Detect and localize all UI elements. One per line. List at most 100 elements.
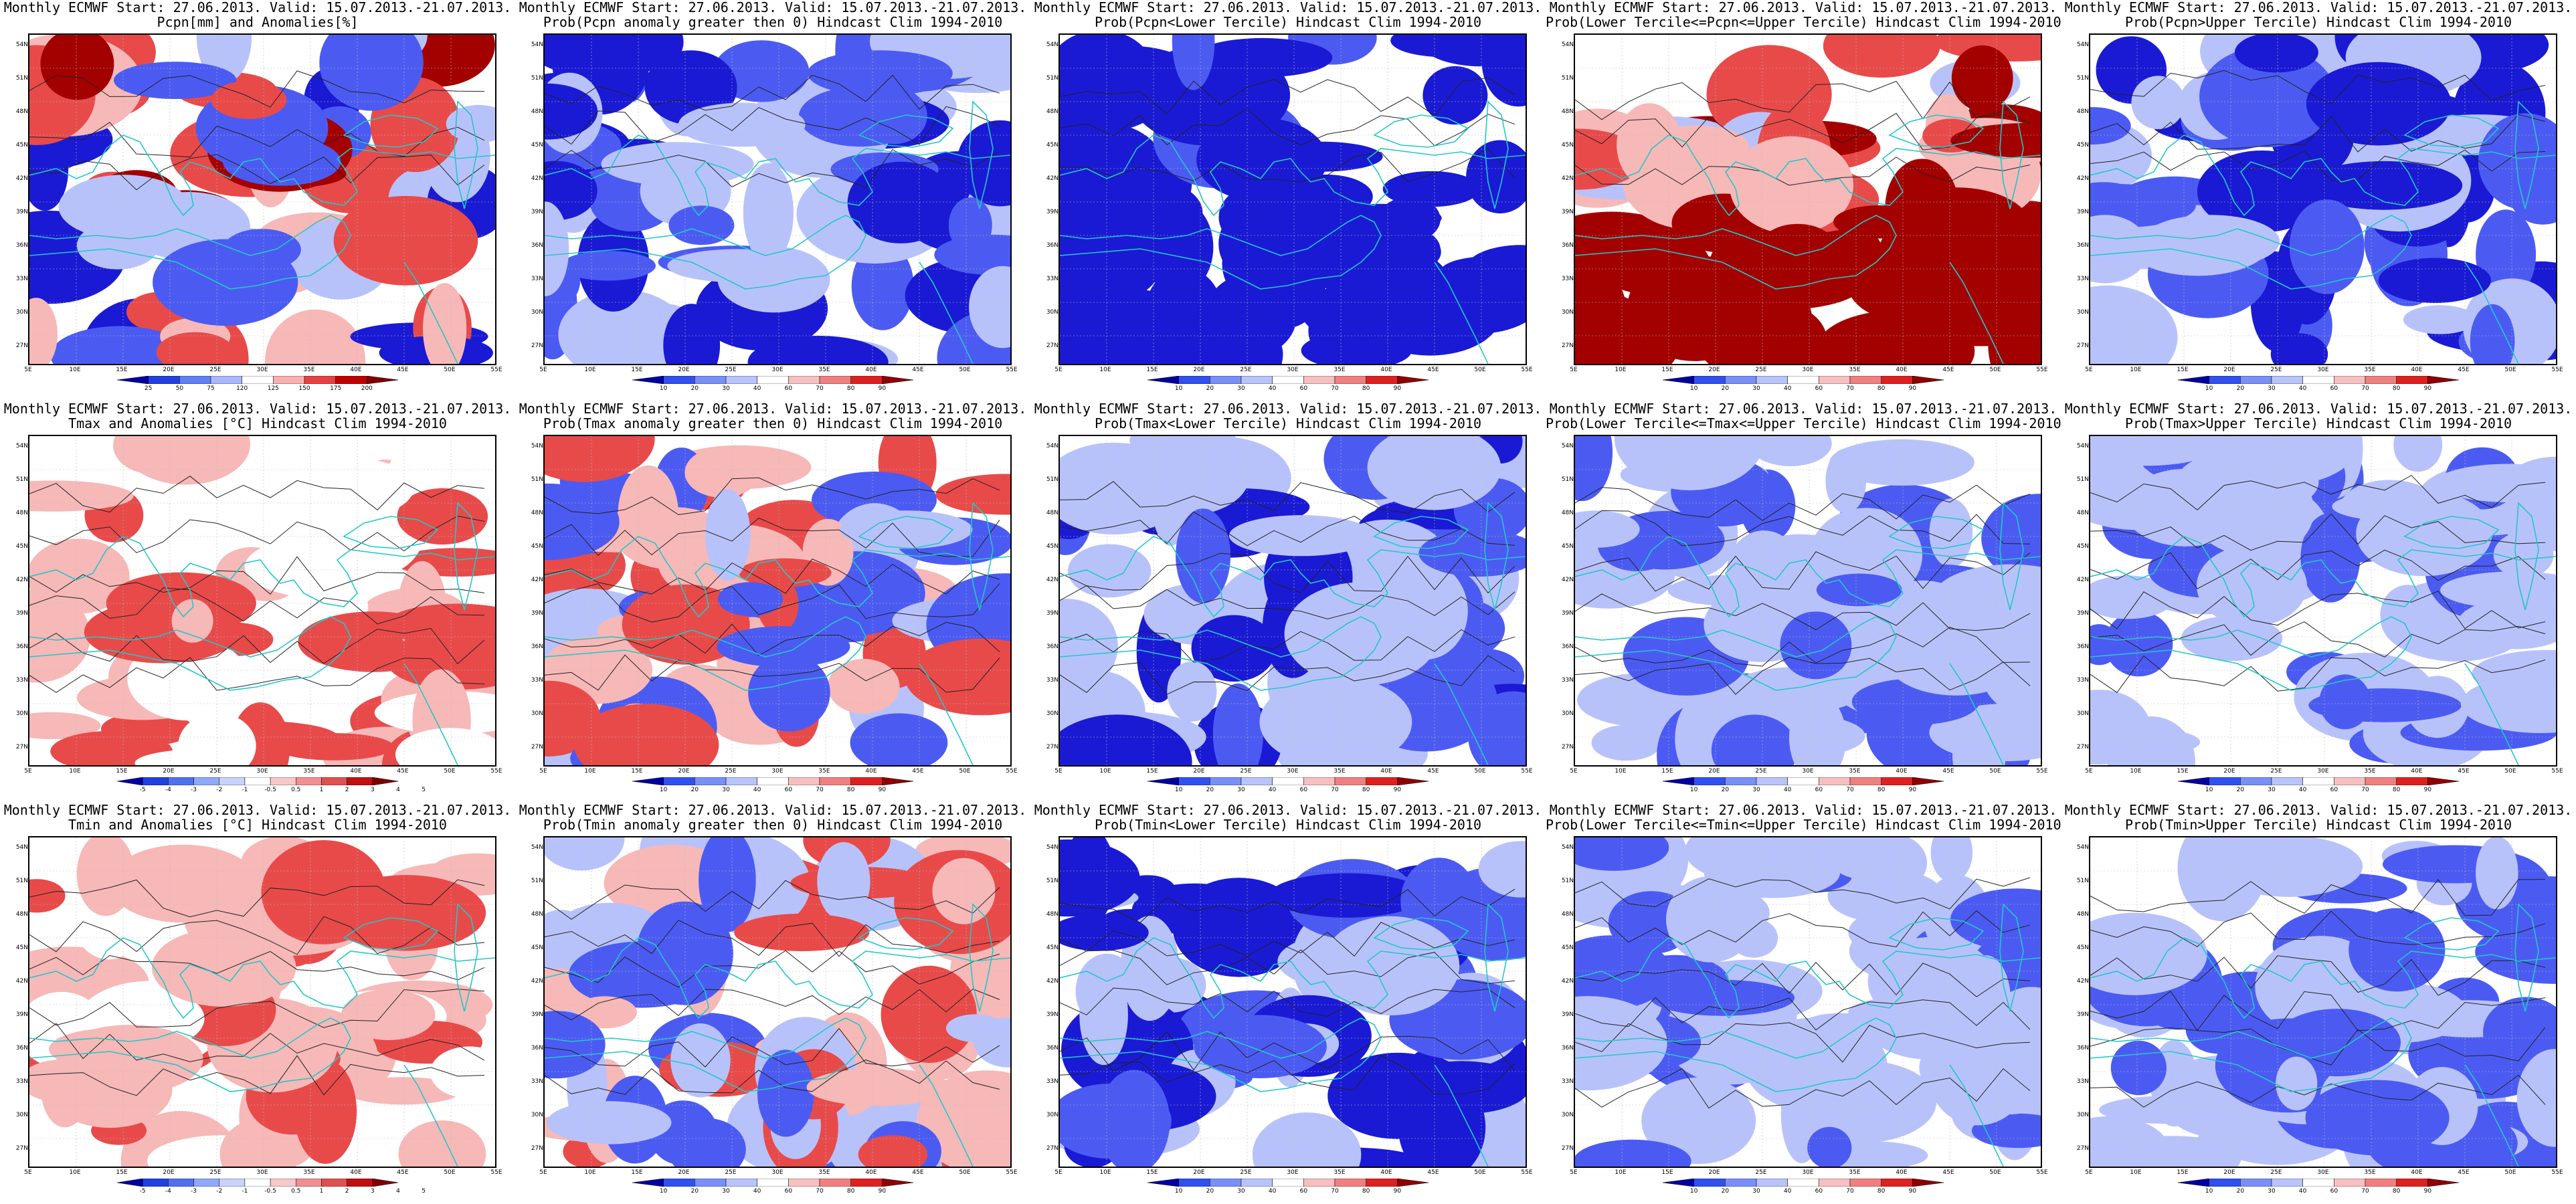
longitude-tick-label: 30E xyxy=(771,367,784,373)
colorbar-label: 125 xyxy=(267,385,279,392)
contour-line xyxy=(1575,551,2031,592)
latitude-tick-label: 36N xyxy=(531,242,543,249)
colorbar-label: 80 xyxy=(2392,385,2401,392)
longitude-tick-label: 40E xyxy=(350,367,362,373)
colorbar-label: 25 xyxy=(144,385,153,392)
latitude-tick-label: 27N xyxy=(2076,342,2089,349)
colorbar-label: 40 xyxy=(1783,385,1792,392)
colorbar-label: -5 xyxy=(139,787,146,793)
colorbar xyxy=(1147,777,1429,785)
colorbar-swatch xyxy=(2302,777,2334,785)
longitude-tick-label: 35E xyxy=(818,1169,830,1176)
field-region xyxy=(670,1023,731,1098)
colorbar-label: 80 xyxy=(2392,1188,2401,1195)
latitude-tick-label: 45N xyxy=(2076,543,2089,550)
contour-line xyxy=(545,621,1000,656)
colorbar-swatch xyxy=(179,376,211,384)
latitude-tick-label: 39N xyxy=(1046,1011,1059,1018)
latitude-tick-label: 30N xyxy=(1561,309,1574,316)
map-panel: Monthly ECMWF Start: 27.06.2013. Valid: … xyxy=(515,803,1030,1204)
coastline xyxy=(1575,536,2041,618)
colorbar-label: 10 xyxy=(2205,385,2213,392)
latitude-tick-label: 27N xyxy=(15,744,28,750)
field-region xyxy=(1843,35,1913,70)
field-region xyxy=(717,246,830,313)
colorbar-swatch xyxy=(142,777,169,785)
colorbar xyxy=(2178,777,2459,785)
coastline xyxy=(1484,903,1509,1012)
latitude-tick-label: 48N xyxy=(15,911,28,918)
field-region xyxy=(58,175,189,239)
colorbar xyxy=(1663,777,1944,785)
contour-line xyxy=(2090,1027,2546,1066)
longitude-tick-label: 15E xyxy=(116,768,128,775)
colorbar-swatch xyxy=(1147,376,1179,384)
colorbar-swatch xyxy=(270,1179,296,1187)
field-region xyxy=(1418,530,1526,577)
longitude-tick-label: 35E xyxy=(818,367,830,373)
colorbar xyxy=(1147,1179,1429,1187)
colorbar-label: 60 xyxy=(2330,1188,2338,1195)
coastline xyxy=(29,215,351,290)
field-region xyxy=(748,654,830,732)
colorbar-label: -0.5 xyxy=(264,787,276,793)
longitude-tick-label: 35E xyxy=(1333,367,1346,373)
longitude-tick-label: 35E xyxy=(303,367,315,373)
longitude-tick-label: 25E xyxy=(209,367,221,373)
colorbar-label: 10 xyxy=(659,385,668,392)
coastline xyxy=(969,100,994,209)
contour-line xyxy=(1575,157,2031,186)
field-region xyxy=(1419,35,1526,67)
latitude-tick-label: 42N xyxy=(531,577,543,583)
colorbar-label: 200 xyxy=(361,385,373,392)
latitude-tick-label: 33N xyxy=(1561,677,1574,684)
longitude-tick-label: 50E xyxy=(959,768,971,775)
longitude-tick-label: 25E xyxy=(725,367,737,373)
latitude-tick-label: 54N xyxy=(15,844,28,851)
field-region xyxy=(2306,62,2452,146)
colorbar-label: 60 xyxy=(784,1188,793,1195)
map-field-svg xyxy=(545,35,1010,364)
contour-line xyxy=(2090,879,2546,916)
longitude-tick-label: 50E xyxy=(1989,768,2001,775)
colorbar-swatch xyxy=(695,777,727,785)
field-region xyxy=(1744,1017,1888,1112)
coastline xyxy=(2464,1064,2519,1167)
latitude-tick-label: 42N xyxy=(531,175,543,182)
latitude-tick-label: 42N xyxy=(15,175,28,182)
field-region xyxy=(29,480,134,512)
colorbar-label: 30 xyxy=(1237,787,1245,793)
latitude-tick-label: 27N xyxy=(1046,744,1059,750)
longitude-tick-label: 45E xyxy=(1942,768,1954,775)
colorbar-swatch xyxy=(1303,777,1336,785)
colorbar-label: 10 xyxy=(1174,787,1183,793)
field-region xyxy=(2090,690,2150,765)
colorbar-label: 20 xyxy=(2236,1188,2245,1195)
colorbar-swatch xyxy=(2427,1179,2459,1187)
coastline xyxy=(29,134,495,217)
longitude-tick-label: 35E xyxy=(1333,768,1346,775)
field-region xyxy=(560,251,656,281)
colorbar-label: 10 xyxy=(1174,1188,1183,1195)
colorbar-swatch xyxy=(242,376,274,384)
field-region xyxy=(113,62,237,99)
field-region xyxy=(2308,688,2462,722)
latitude-tick-label: 36N xyxy=(2076,1045,2089,1051)
latitude-tick-label: 30N xyxy=(2076,1112,2089,1118)
latitude-tick-label: 51N xyxy=(1561,75,1574,82)
latitude-tick-label: 42N xyxy=(1561,978,1574,985)
longitude-tick-label: 30E xyxy=(771,1169,784,1176)
coastline xyxy=(919,663,974,765)
longitude-tick-label: 30E xyxy=(771,768,784,775)
colorbar xyxy=(1663,1179,1944,1187)
field-region xyxy=(2403,305,2477,334)
colorbar-label: 30 xyxy=(1237,385,1245,392)
field-region xyxy=(1068,544,1152,598)
field-region xyxy=(1172,878,1306,977)
colorbar-swatch xyxy=(1178,777,1210,785)
colorbar-swatch xyxy=(882,777,913,785)
longitude-tick-label: 5E xyxy=(539,768,547,775)
longitude-tick-label: 35E xyxy=(1849,367,1861,373)
latitude-tick-label: 39N xyxy=(2076,610,2089,617)
colorbar-swatch xyxy=(850,376,883,384)
